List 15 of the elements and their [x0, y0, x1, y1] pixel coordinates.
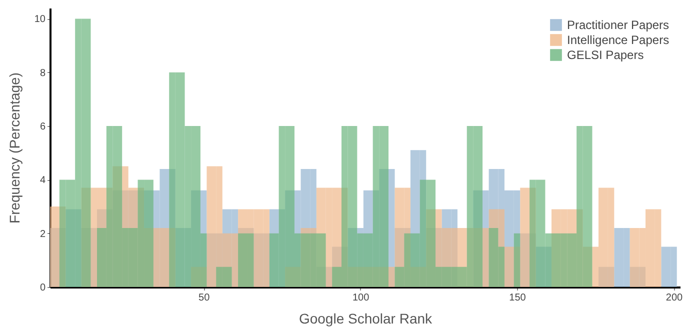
x-tick-label: 50	[198, 292, 210, 304]
y-axis-title: Frequency (Percentage)	[6, 72, 22, 224]
x-tick-label: 100	[352, 292, 370, 304]
legend-label: Intelligence Papers	[567, 33, 670, 47]
x-tick-label: 150	[509, 292, 526, 304]
y-tick-label: 0	[40, 282, 46, 294]
legend-label: GELSI Papers	[567, 48, 644, 62]
y-tick-label: 10	[34, 14, 46, 26]
y-tick-label: 2	[40, 228, 46, 240]
y-tick-label: 6	[40, 122, 46, 133]
legend-label: Practitioner Papers	[567, 18, 670, 32]
x-tick-label: 200	[666, 292, 684, 304]
y-tick-label: 8	[40, 68, 46, 79]
y-tick-label: 4	[40, 175, 46, 186]
x-axis-title: Google Scholar Rank	[298, 310, 434, 326]
